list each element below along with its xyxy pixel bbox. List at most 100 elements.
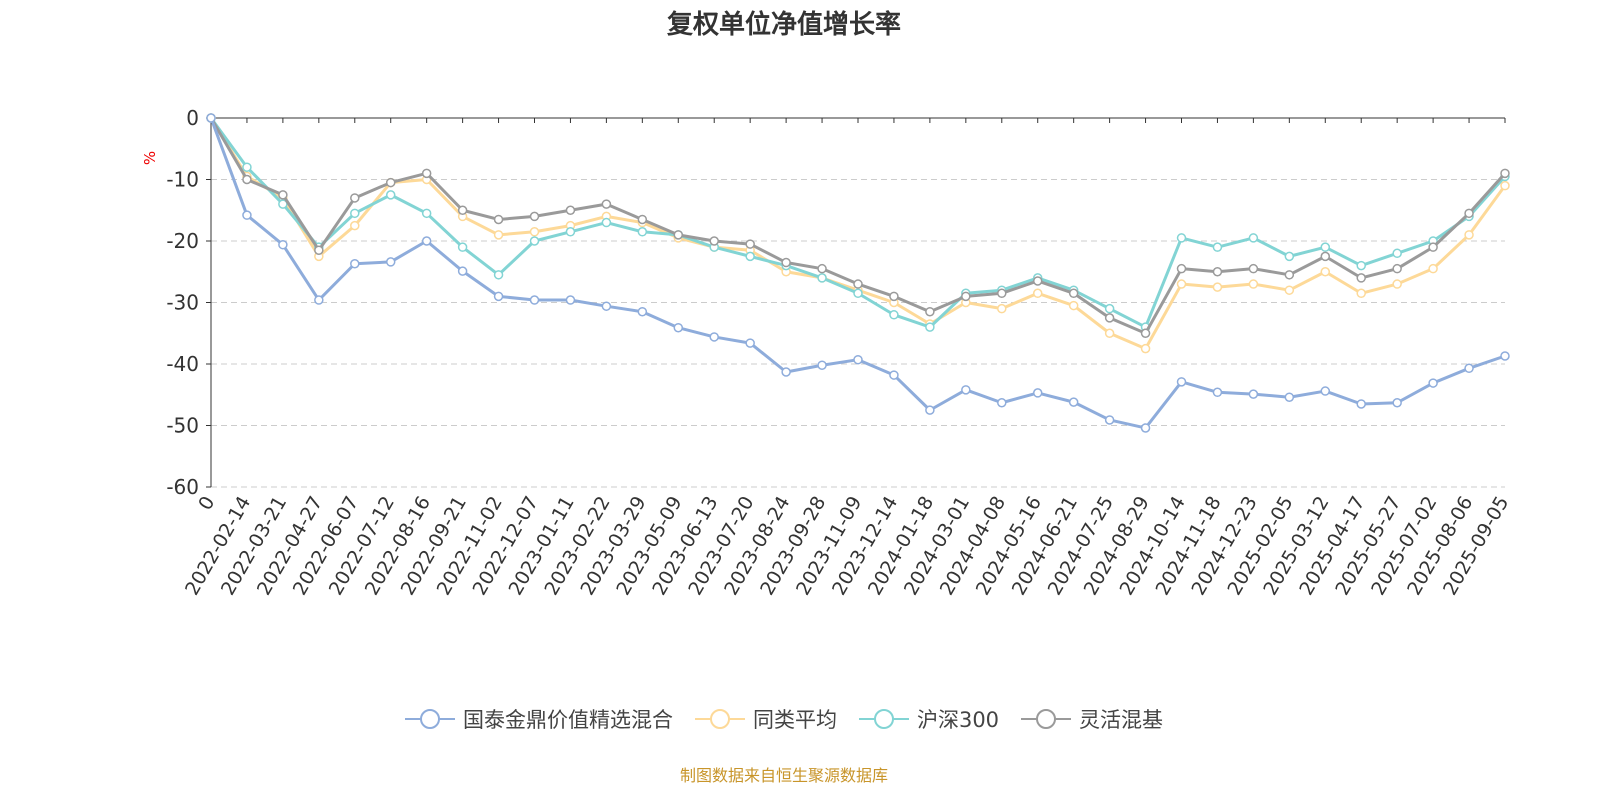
legend-marker-icon	[1021, 709, 1072, 729]
legend-label: 国泰金鼎价值精选混合	[462, 708, 673, 732]
data-point	[925, 405, 935, 415]
data-point	[350, 208, 360, 219]
data-point	[314, 295, 324, 305]
data-point	[421, 208, 432, 219]
data-point	[1104, 303, 1115, 314]
y-tick-label: -40	[166, 352, 199, 376]
data-point	[529, 236, 540, 246]
data-point	[925, 322, 935, 332]
data-point	[853, 288, 863, 299]
series-0	[206, 113, 1510, 433]
series-line	[209, 117, 1507, 335]
legend-item[interactable]: 灵活混基	[1021, 704, 1163, 734]
data-point	[1104, 313, 1115, 323]
data-point	[1248, 389, 1259, 399]
y-tick-label: -20	[166, 229, 199, 253]
data-point	[1248, 263, 1259, 274]
data-point	[1032, 288, 1043, 299]
data-point	[350, 259, 360, 269]
data-point	[1284, 270, 1295, 280]
data-point	[1212, 242, 1223, 252]
data-point	[745, 338, 755, 348]
y-tick-label: -10	[166, 168, 199, 192]
data-point	[493, 270, 504, 280]
data-point	[1500, 351, 1510, 361]
legend-item[interactable]: 沪深300	[858, 704, 999, 734]
data-point	[997, 288, 1007, 299]
data-point	[457, 266, 468, 276]
data-point	[1464, 230, 1474, 240]
y-tick-label: -60	[166, 475, 199, 499]
data-point	[1032, 388, 1043, 398]
data-point	[1104, 415, 1115, 425]
data-point	[1392, 263, 1402, 274]
series-line	[209, 117, 1506, 430]
data-point	[709, 332, 719, 342]
data-point	[529, 211, 540, 222]
data-point	[961, 385, 971, 395]
data-point	[421, 236, 432, 246]
data-point	[1176, 263, 1187, 274]
data-point	[565, 205, 576, 215]
data-point	[1068, 288, 1079, 299]
data-point	[1356, 273, 1366, 283]
legend-item[interactable]: 同类平均	[694, 704, 837, 734]
data-point	[1068, 300, 1079, 311]
data-point	[278, 190, 288, 200]
data-point	[1104, 328, 1115, 338]
x-tick-label: 0	[194, 493, 219, 514]
data-point	[278, 199, 288, 209]
data-point	[421, 168, 432, 179]
data-point	[817, 263, 827, 274]
data-point	[1212, 267, 1223, 277]
data-point	[1392, 248, 1402, 259]
legend-marker-icon	[858, 709, 909, 729]
data-point	[637, 306, 648, 317]
data-point	[350, 220, 360, 231]
data-point	[314, 245, 324, 255]
data-point	[997, 397, 1007, 408]
data-point	[1392, 397, 1402, 408]
data-point	[601, 217, 612, 228]
data-point	[889, 370, 899, 380]
data-point	[350, 193, 360, 203]
y-tick-label: -50	[166, 414, 199, 438]
y-tick-label: -30	[166, 291, 199, 315]
y-tick-label: 0	[186, 106, 199, 130]
data-point	[637, 214, 648, 225]
data-point	[1392, 279, 1402, 289]
data-point	[493, 230, 504, 240]
data-point	[1284, 251, 1295, 262]
data-point	[1356, 260, 1366, 271]
series-2	[206, 113, 1510, 332]
data-point	[745, 251, 755, 262]
data-point	[961, 291, 971, 302]
data-point	[1428, 242, 1438, 252]
data-point	[1320, 386, 1331, 396]
data-point	[1068, 397, 1079, 407]
legend: 国泰金鼎价值精选混合 同类平均 沪深300 灵活混基	[0, 704, 1568, 734]
data-point	[1176, 279, 1187, 289]
data-point	[1176, 233, 1187, 243]
legend-item[interactable]: 国泰金鼎价值精选混合	[404, 704, 673, 734]
data-point	[1248, 279, 1259, 289]
data-point	[1140, 423, 1151, 433]
data-point	[925, 306, 935, 317]
data-point	[817, 273, 827, 283]
data-point	[1500, 180, 1510, 191]
data-point	[278, 239, 288, 250]
chart-title: 复权单位净值增长率	[666, 10, 901, 40]
data-point	[565, 227, 576, 237]
data-point	[1212, 282, 1223, 292]
data-point	[457, 205, 468, 215]
data-point	[1176, 377, 1187, 387]
data-point	[529, 227, 540, 237]
data-point	[1212, 387, 1223, 398]
source-note: 制图数据来自恒生聚源数据库	[679, 766, 888, 785]
data-point	[997, 303, 1007, 314]
data-point	[1464, 208, 1474, 219]
data-point	[1284, 392, 1295, 402]
data-point	[601, 199, 612, 209]
data-point	[242, 174, 252, 185]
